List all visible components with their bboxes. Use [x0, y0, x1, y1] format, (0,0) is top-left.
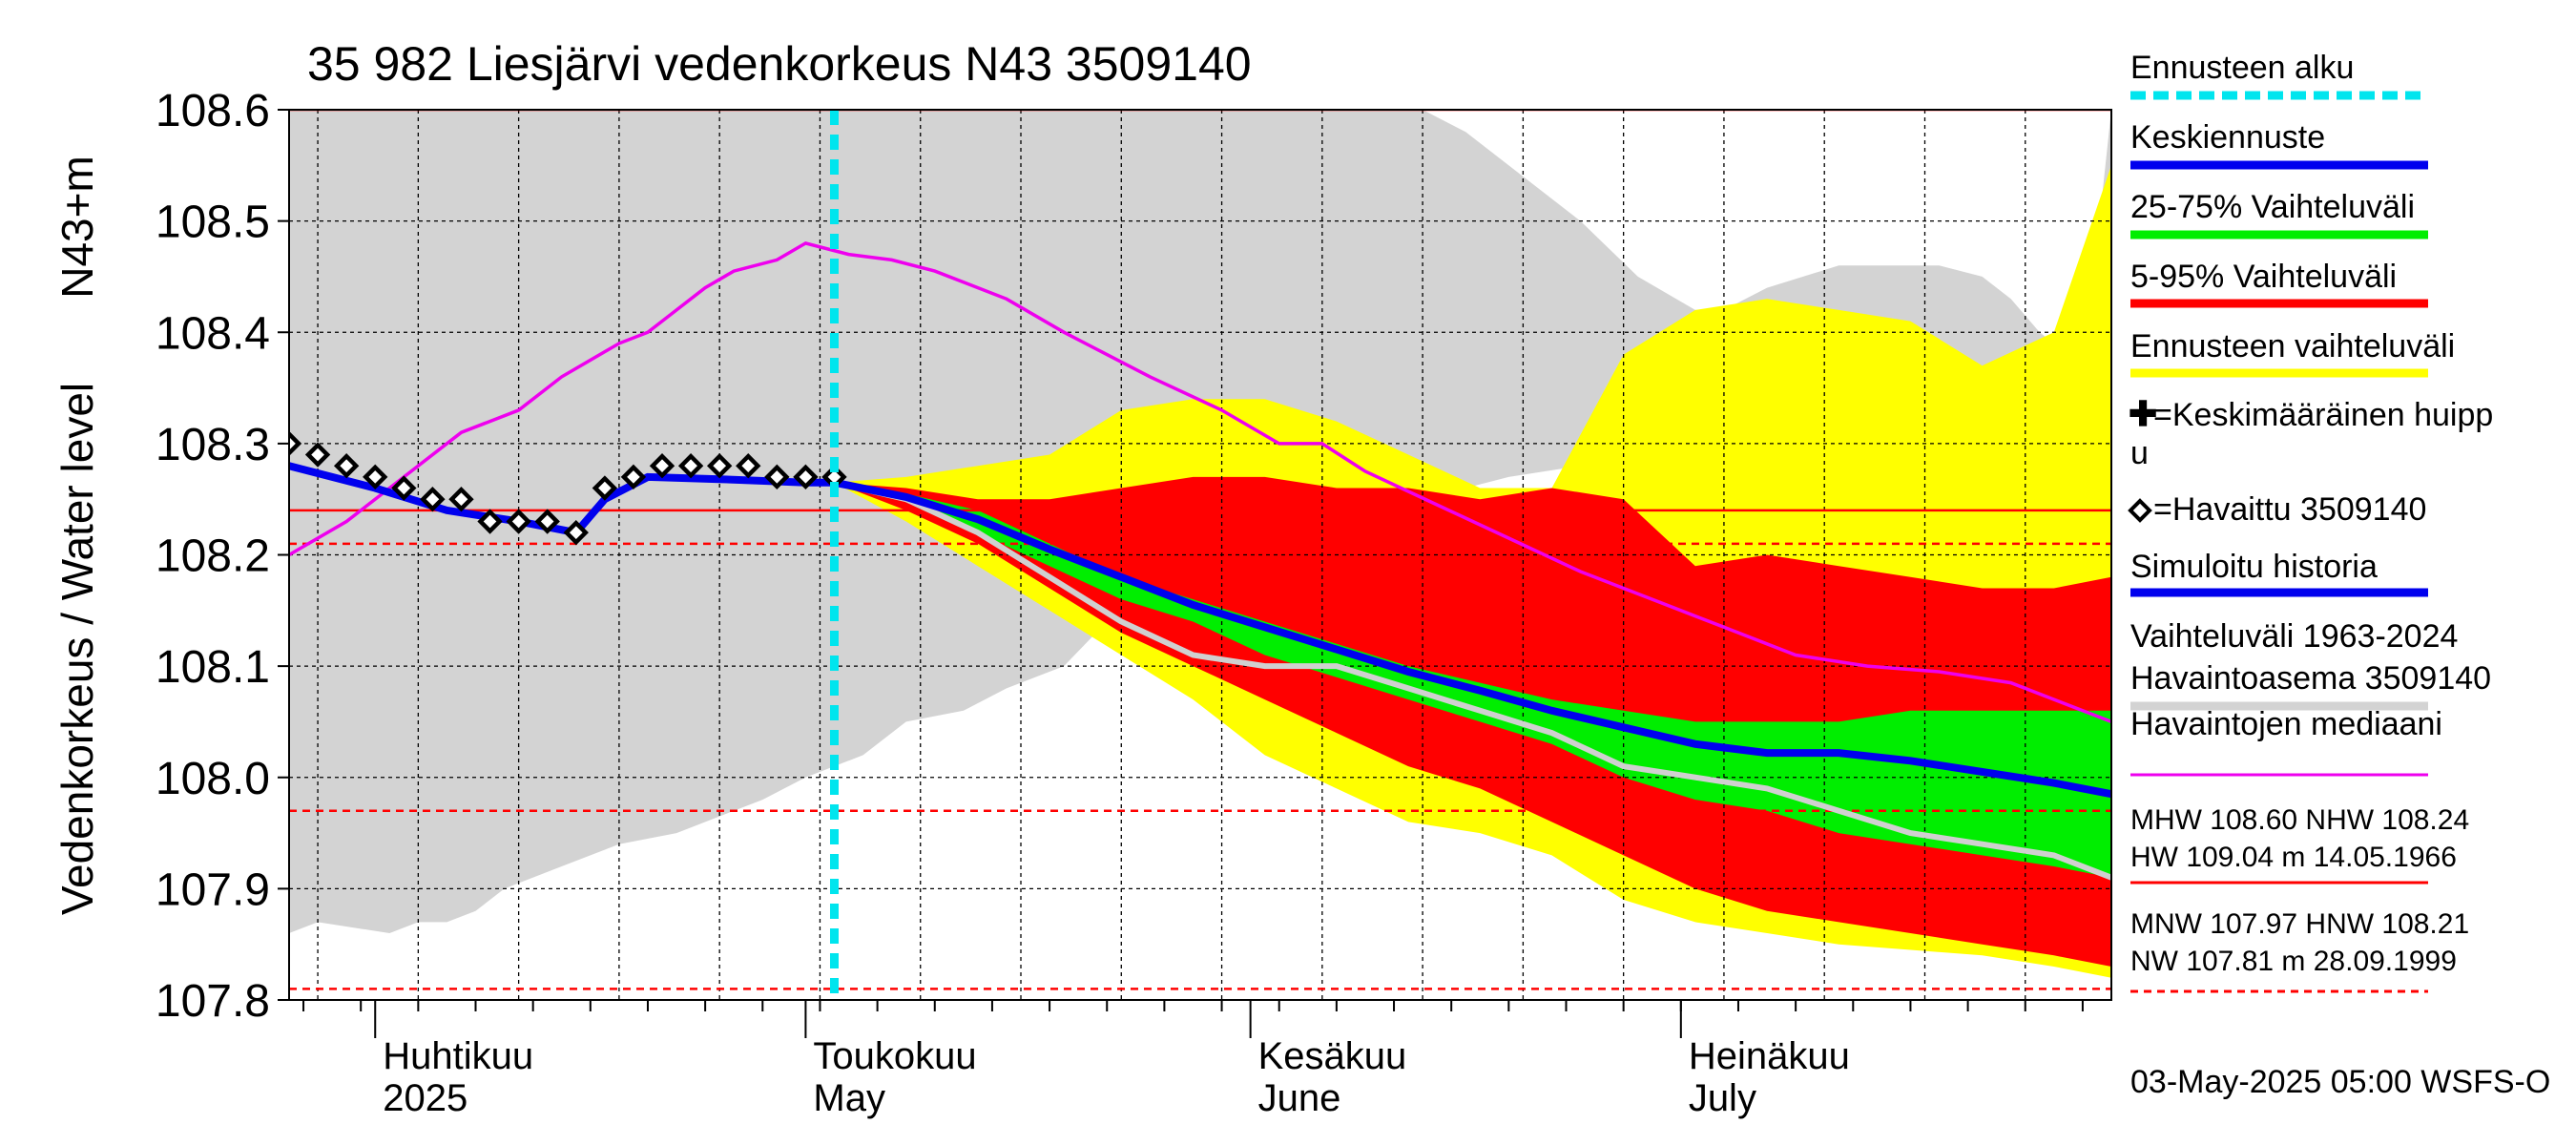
- y-tick-label: 108.0: [156, 754, 270, 804]
- stats-block1-line2: HW 109.04 m 14.05.1966: [2130, 842, 2457, 873]
- y-tick-label: 108.5: [156, 198, 270, 248]
- legend-label: 25-75% Vaihteluväli: [2130, 189, 2415, 225]
- legend-label: 5-95% Vaihteluväli: [2130, 259, 2397, 295]
- observed-point: [736, 453, 761, 479]
- x-month-label-fi: Huhtikuu: [383, 1035, 533, 1077]
- x-month-label-en: July: [1689, 1077, 1756, 1119]
- stats-block2-line1: MNW 107.97 HNW 108.21: [2130, 908, 2469, 940]
- plot-content: [289, 110, 2111, 1000]
- y-tick-label: 108.4: [156, 308, 270, 359]
- legend-label-cont: Havaintoasema 3509140: [2130, 660, 2491, 697]
- mean-forecast-line: [833, 478, 2111, 799]
- y-tick-label: 107.9: [156, 864, 270, 915]
- x-month-label-fi: Heinäkuu: [1689, 1035, 1850, 1077]
- legend-diamond-icon: [2128, 498, 2152, 523]
- observed-point: [706, 453, 733, 479]
- stats-block2-line2: NW 107.81 m 28.09.1999: [2130, 946, 2457, 977]
- y-tick-label: 108.3: [156, 420, 270, 470]
- y-axis: 107.8 107.9 108.0 108.1 108.2 108.3 108.4 108.5…: [156, 86, 289, 1027]
- x-month-label-en: June: [1258, 1077, 1341, 1119]
- x-month-label-en: 2025: [383, 1077, 467, 1119]
- observed-point: [506, 509, 531, 534]
- observed-point: [563, 519, 589, 546]
- observed-point: [477, 509, 503, 534]
- observed-point: [620, 464, 647, 490]
- legend-label: Simuloitu historia: [2130, 549, 2378, 585]
- legend-label: Ennusteen vaihteluväli: [2130, 328, 2455, 364]
- legend-plus-icon: ✚: [2129, 394, 2157, 433]
- y-tick-label: 108.6: [156, 86, 270, 136]
- x-month-label-fi: Toukokuu: [813, 1035, 976, 1077]
- x-month-label-en: May: [813, 1077, 885, 1119]
- x-month-label-fi: Kesäkuu: [1258, 1035, 1407, 1077]
- footer-timestamp: 03-May-2025 05:00 WSFS-O: [2130, 1064, 2550, 1100]
- legend-label-cont: u: [2130, 435, 2149, 471]
- stats-block1-line1: MHW 108.60 NHW 108.24: [2130, 804, 2469, 836]
- y-tick-label: 108.1: [156, 642, 270, 693]
- observed-point: [448, 487, 474, 512]
- chart-title: 35 982 Liesjärvi vedenkorkeus N43 350914…: [307, 37, 1252, 91]
- observed-point: [304, 442, 331, 468]
- observed-point: [289, 430, 302, 457]
- observed-point: [677, 453, 704, 479]
- observed-point: [793, 464, 819, 490]
- legend-label: =Havaittu 3509140: [2153, 491, 2426, 528]
- plot-area: [288, 109, 2112, 1001]
- legend-label: Keskiennuste: [2130, 119, 2325, 156]
- statistics-panel: MHW 108.60 NHW 108.24 HW 109.04 m 14.05.…: [2130, 804, 2469, 993]
- simulated-history-line: [289, 462, 835, 537]
- y-tick-label: 107.8: [156, 976, 270, 1027]
- legend-label: =Keskimääräinen huipp: [2153, 397, 2493, 433]
- observed-point: [363, 464, 388, 490]
- observed-point: [764, 464, 790, 490]
- y-axis-unit: N43+m: [52, 156, 102, 299]
- y-axis-label: Vedenkorkeus / Water level: [52, 383, 102, 915]
- observed-point: [534, 509, 560, 534]
- observed-point: [649, 453, 675, 479]
- legend: Ennusteen alku Keskiennuste 25-75% Vaihtel…: [2128, 50, 2493, 777]
- band-25-75-vaihteluv-li: [834, 482, 2111, 878]
- observed-point: [420, 487, 446, 512]
- legend-label: Havaintojen mediaani: [2130, 706, 2442, 742]
- simulated-history-forecast-line: [833, 479, 2111, 881]
- observed-point: [592, 475, 618, 501]
- observed-point: [391, 475, 417, 501]
- legend-label: Vaihteluväli 1963-2024: [2130, 618, 2458, 655]
- median-line: [289, 241, 2111, 724]
- observed-point: [333, 453, 360, 479]
- y-tick-label: 108.2: [156, 531, 270, 582]
- legend-label: Ennusteen alku: [2130, 50, 2354, 86]
